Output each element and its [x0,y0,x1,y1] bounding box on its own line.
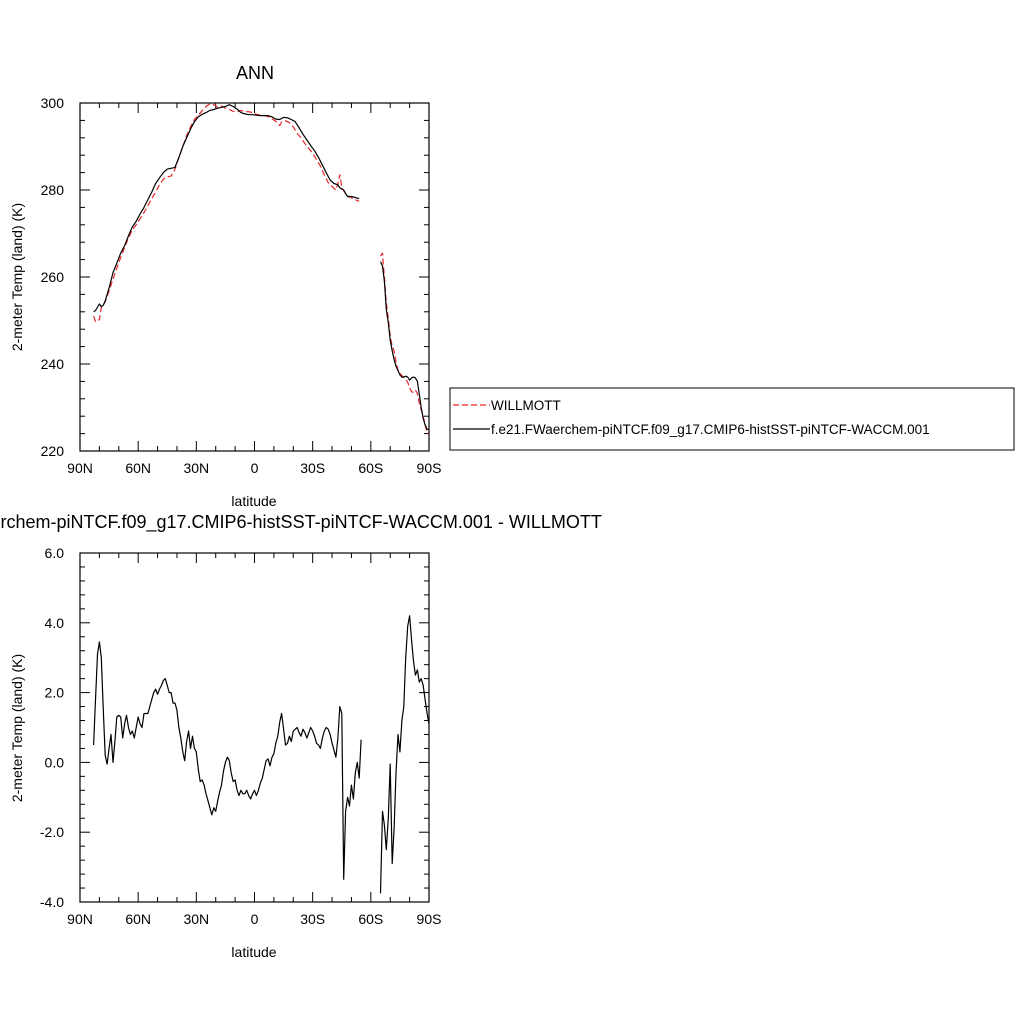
top-series-line-0 [93,103,360,323]
top-axes-ticks [79,102,430,452]
bottom-chart-title: f.e21.FWaerchem-piNTCF.f09_g17.CMIP6-his… [0,512,602,533]
bottom-x-tick-label: 60S [358,911,383,927]
bottom-y-tick-label: 4.0 [45,615,65,631]
bottom-x-tick-label: 0 [251,911,259,927]
bottom-series-line-0 [93,641,362,880]
top-x-tick-label: 90N [67,460,93,476]
top-x-tick-label: 60N [125,460,151,476]
bottom-y-tick-label: 6.0 [45,545,65,561]
bottom-plot-frame [79,552,430,903]
bottom-y-tick-label: -2.0 [40,824,64,840]
top-y-tick-label: 300 [41,95,65,111]
legend-label-willmott: WILLMOTT [491,398,561,413]
bottom-axes-ticks [79,552,430,903]
top-x-tick-label: 30S [300,460,325,476]
top-x-tick-label: 30N [183,460,209,476]
bottom-x-tick-label: 30S [300,911,325,927]
top-x-tick-label: 0 [251,460,259,476]
legend-label-model: f.e21.FWaerchem-piNTCF.f09_g17.CMIP6-his… [491,422,930,437]
top-y-axis-label: 2-meter Temp (land) (K) [9,203,25,351]
bottom-x-tick-label: 90S [417,911,442,927]
bottom-x-tick-label: 60N [125,911,151,927]
panel-bottom-difference: f.e21.FWaerchem-piNTCF.f09_g17.CMIP6-his… [0,512,602,960]
top-series-line-0 [380,252,430,435]
top-tick-labels: 90N 60N 30N 0 30S 60S 90S 220 240 260 280 300 [41,95,442,476]
top-y-tick-label: 280 [41,182,65,198]
top-x-axis-label: latitude [231,493,276,509]
top-y-tick-label: 260 [41,269,65,285]
top-series-lines [93,103,430,435]
top-x-tick-label: 90S [417,460,442,476]
bottom-tick-labels: 90N 60N 30N 0 30S 60S 90S -4.0 -2.0 0.0 2.0 4.0 6.0 [40,545,442,927]
bottom-y-tick-label: 0.0 [45,754,65,770]
legend: WILLMOTT f.e21.FWaerchem-piNTCF.f09_g17.… [449,387,1015,451]
top-series-line-1 [379,261,429,430]
top-plot-frame [79,102,430,452]
bottom-x-tick-label: 90N [67,911,93,927]
top-y-tick-label: 220 [41,443,65,459]
bottom-series-line-0 [379,615,430,894]
top-chart-title: ANN [236,63,274,83]
bottom-x-tick-label: 30N [183,911,209,927]
top-x-tick-label: 60S [358,460,383,476]
bottom-y-axis-label: 2-meter Temp (land) (K) [9,654,25,802]
panel-top-annual-temperature: ANN latitude 2-meter Temp (land) (K) 90N… [9,63,441,509]
legend-box [449,387,1015,451]
top-series-line-1 [93,104,360,313]
bottom-y-tick-label: 2.0 [45,685,65,701]
bottom-x-axis-label: latitude [231,944,276,960]
bottom-series-lines [93,615,430,894]
bottom-y-tick-label: -4.0 [40,894,64,910]
top-y-tick-label: 240 [41,356,65,372]
